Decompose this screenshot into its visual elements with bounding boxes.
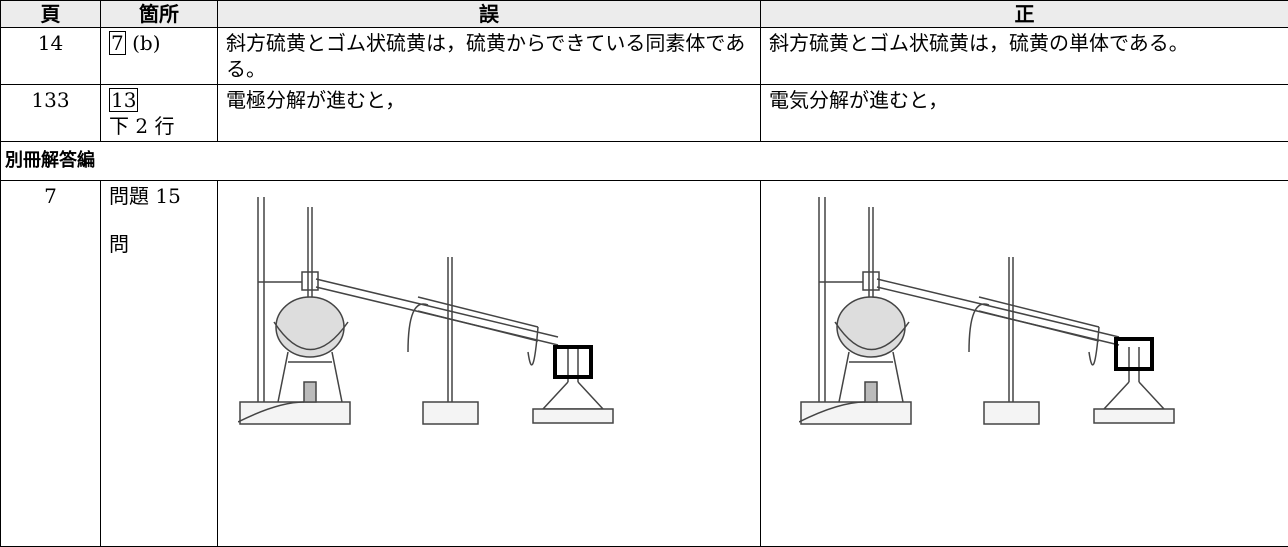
boxed-number: 7 [109, 31, 126, 55]
location-cell: 問題 15 問 [101, 181, 218, 547]
location-text: (b) [132, 31, 160, 55]
correct-cell: 斜方硫黄とゴム状硫黄は，硫黄の単体である。 [761, 28, 1288, 85]
header-cell: 正 [761, 1, 1288, 28]
section-title: 別冊解答編 [1, 142, 1288, 181]
wrong-cell: 電極分解が進むと， [218, 85, 761, 142]
header-cell: 頁 [1, 1, 101, 28]
correct-figure-cell [761, 181, 1288, 547]
location-text: 問 [109, 231, 209, 257]
location-cell: 7 (b) [101, 28, 218, 85]
section-row: 別冊解答編 [1, 142, 1288, 181]
location-text: 下 2 行 [109, 114, 174, 138]
boxed-number: 13 [109, 88, 138, 112]
page: 頁 箇所 誤 正 14 7 (b) 斜方硫黄とゴム状硫黄は，硫黄からできている同… [0, 0, 1288, 536]
correct-cell: 電気分解が進むと， [761, 85, 1288, 142]
apparatus-figure [799, 187, 1219, 437]
header-cell: 誤 [218, 1, 761, 28]
header-cell: 箇所 [101, 1, 218, 28]
page-cell: 7 [1, 181, 101, 547]
row: 14 7 (b) 斜方硫黄とゴム状硫黄は，硫黄からできている同素体である。 斜方… [1, 28, 1288, 85]
page-cell: 14 [1, 28, 101, 85]
page-cell: 133 [1, 85, 101, 142]
location-text: 問題 15 [109, 183, 209, 209]
wrong-cell: 斜方硫黄とゴム状硫黄は，硫黄からできている同素体である。 [218, 28, 761, 85]
wrong-figure-cell [218, 181, 761, 547]
apparatus-figure [238, 187, 658, 437]
row: 7 問題 15 問 [1, 181, 1288, 547]
header-row: 頁 箇所 誤 正 [1, 1, 1288, 28]
